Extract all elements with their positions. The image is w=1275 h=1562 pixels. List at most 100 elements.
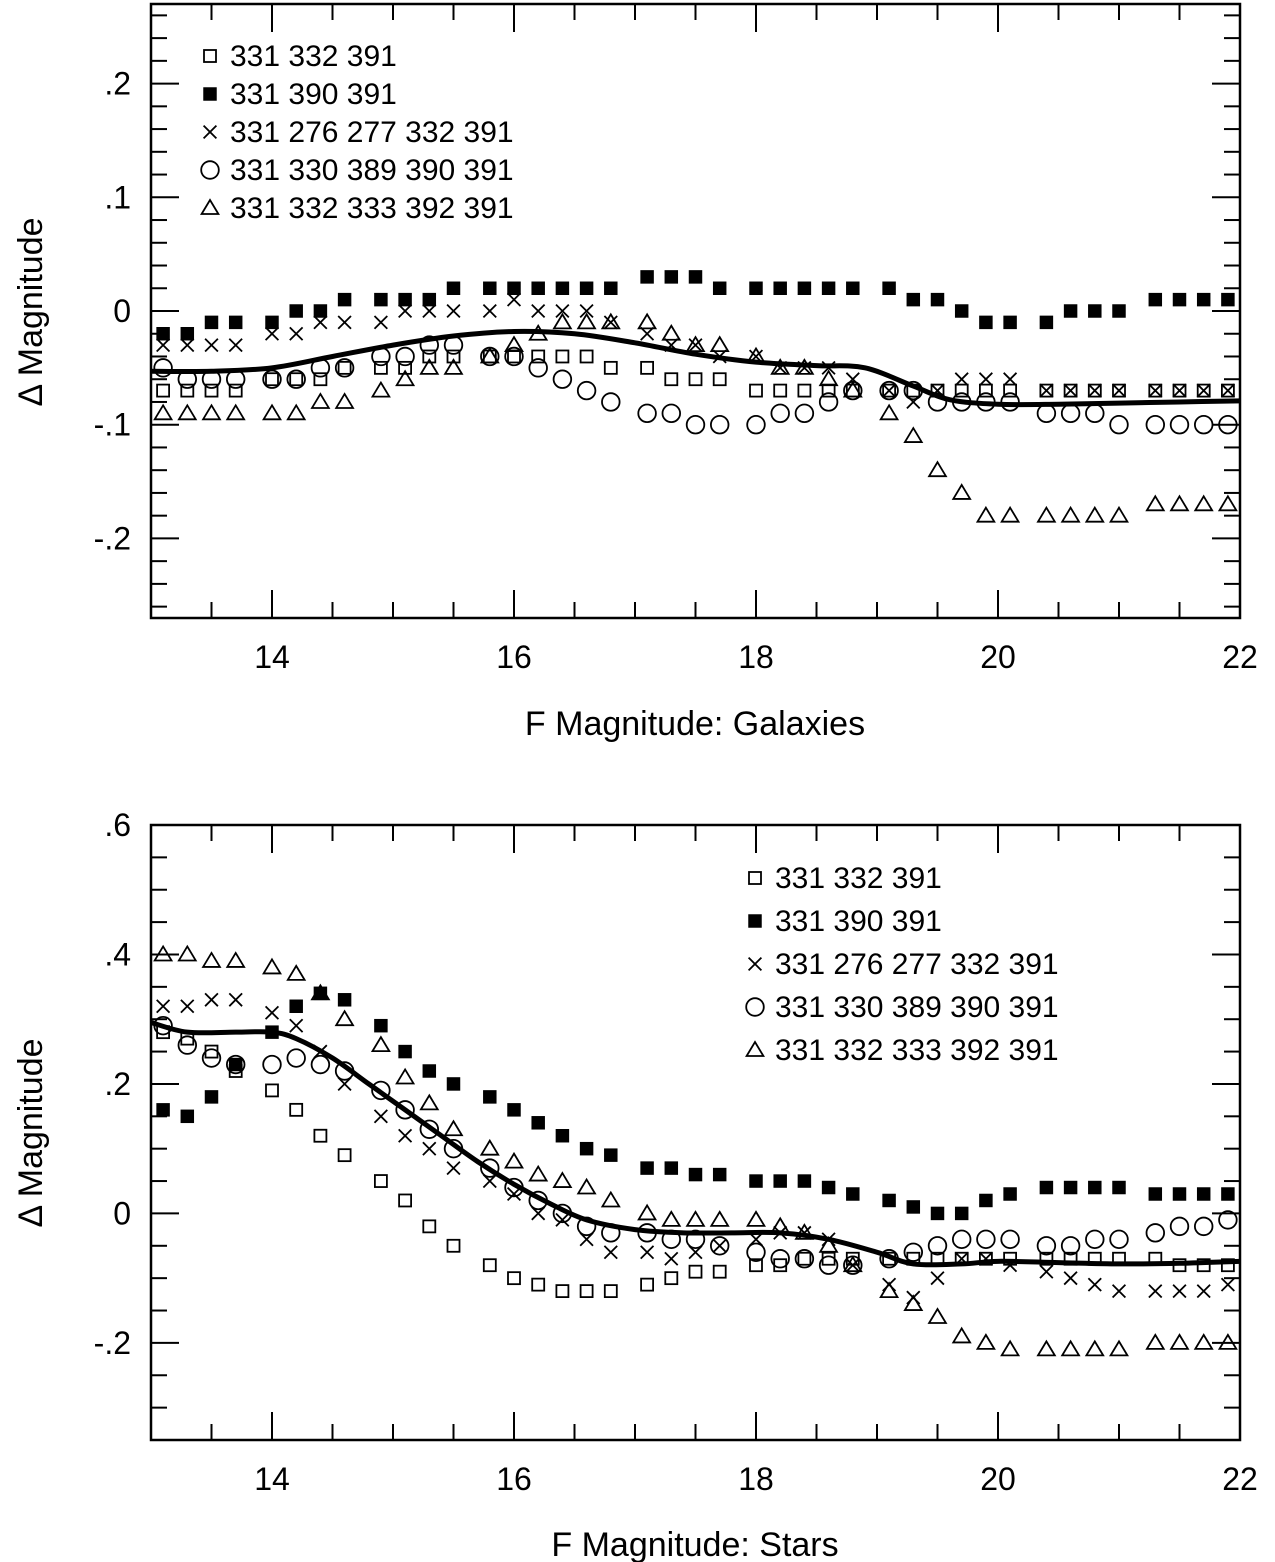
data-point (531, 349, 546, 364)
data-point (749, 1258, 763, 1273)
legend-item: 331 332 333 392 391 (200, 192, 514, 225)
data-point (1060, 1236, 1081, 1256)
data-point (770, 358, 791, 375)
data-point (337, 315, 352, 330)
legend-label: 331 332 391 (775, 862, 942, 895)
data-point (337, 360, 352, 375)
data-point (507, 281, 521, 295)
galaxies-panel: 14 16 18 20 22 -.2 -.1 0 .1 .2 F Magnitude: Gala… (12, 2, 1258, 743)
data-point (1172, 383, 1187, 398)
data-point (177, 1035, 198, 1055)
data-point (1221, 383, 1235, 398)
x-tick-label: 22 (1222, 1461, 1258, 1497)
data-point (398, 1128, 413, 1143)
data-point (225, 1054, 246, 1075)
legend-label: 331 390 391 (775, 905, 942, 938)
data-point (201, 1048, 222, 1068)
legend-item: 331 332 391 (203, 40, 397, 73)
data-point (1220, 383, 1235, 398)
data-point (480, 1158, 500, 1178)
data-point (552, 312, 573, 330)
data-point (1084, 1339, 1105, 1357)
legend-marker (200, 198, 220, 215)
legend-marker (203, 49, 217, 63)
data-point (797, 1251, 812, 1266)
data-point (975, 505, 996, 523)
data-point (422, 349, 437, 364)
data-point (930, 292, 945, 307)
data-point (1063, 383, 1078, 398)
data-point (603, 1284, 618, 1299)
data-point (603, 1245, 618, 1260)
data-point (398, 1193, 413, 1208)
legend-item: 331 390 391 (203, 78, 397, 111)
data-point (1217, 494, 1238, 512)
data-point (927, 1236, 948, 1256)
data-point (1085, 1229, 1105, 1250)
data-point (156, 1103, 170, 1117)
data-point (422, 303, 437, 319)
data-point (201, 951, 222, 968)
data-point (640, 360, 654, 375)
data-point (286, 403, 307, 421)
data-point (773, 281, 787, 295)
data-point (422, 1219, 437, 1234)
data-point (264, 1005, 280, 1020)
data-point (265, 372, 279, 387)
data-point (531, 1277, 546, 1292)
data-point (821, 1180, 836, 1195)
x-tick-label: 22 (1222, 639, 1258, 675)
data-point (1039, 383, 1054, 398)
data-point (180, 327, 195, 341)
data-point (927, 460, 948, 478)
data-point (601, 392, 621, 412)
stars-y-axis-title: Δ Magnitude (12, 1038, 50, 1227)
data-point (879, 1281, 900, 1299)
data-point (374, 292, 388, 307)
data-point (373, 1174, 388, 1188)
data-point (794, 1223, 815, 1240)
legend-label: 331 332 333 392 391 (230, 192, 514, 225)
data-point (504, 1151, 524, 1169)
data-point (1145, 1333, 1166, 1350)
stars-data-points (153, 944, 1238, 1357)
data-point (1218, 415, 1238, 435)
data-point (1172, 1187, 1187, 1201)
data-point (395, 369, 416, 387)
data-point (1169, 1333, 1190, 1350)
data-point (507, 349, 521, 364)
data-point (688, 1264, 703, 1279)
data-point (373, 315, 388, 330)
data-point (842, 1255, 863, 1273)
stars-series-4 (153, 944, 1238, 1357)
data-point (422, 292, 437, 307)
data-point (482, 1258, 497, 1273)
stars-x-tick-labels: 14 16 18 20 22 (254, 1461, 1258, 1497)
data-point (746, 415, 766, 435)
legend-item: 331 330 389 390 391 (200, 154, 514, 187)
data-point (483, 281, 497, 295)
data-point (951, 483, 972, 500)
data-point (1196, 1187, 1211, 1201)
data-point (507, 1103, 521, 1117)
data-point (773, 1258, 788, 1273)
data-point (1193, 1333, 1214, 1350)
data-point (600, 312, 621, 330)
data-point (204, 1044, 219, 1059)
data-point (531, 281, 545, 295)
data-point (1148, 1187, 1163, 1201)
data-point (903, 426, 924, 443)
data-point (903, 1242, 924, 1262)
stars-y-tick-labels: -.2 0 .2 .4 .6 (94, 807, 131, 1361)
legend-label: 331 390 391 (230, 78, 397, 111)
data-point (1145, 1223, 1166, 1243)
data-point (664, 1271, 679, 1286)
data-point (262, 369, 282, 389)
x-tick-label: 18 (738, 639, 774, 675)
data-point (712, 1238, 727, 1253)
data-point (1169, 415, 1190, 435)
legend-marker (747, 956, 763, 972)
data-point (770, 1249, 790, 1269)
data-point (286, 964, 307, 981)
data-point (443, 358, 464, 375)
